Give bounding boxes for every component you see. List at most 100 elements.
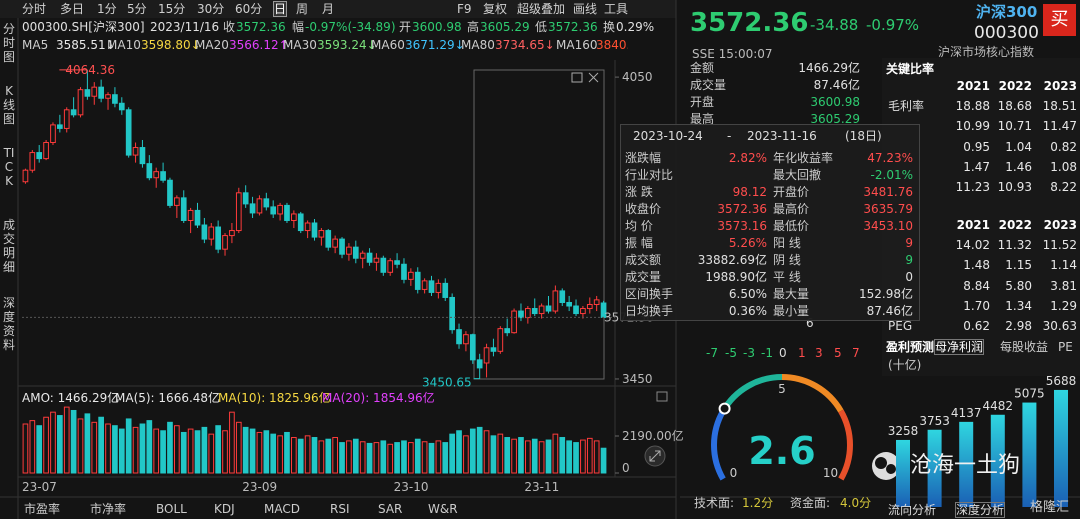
index-code: 000300 [974, 23, 1039, 43]
candle-body [525, 308, 531, 319]
tool-button[interactable]: 复权 [483, 2, 508, 16]
candle-body [125, 109, 132, 156]
gauge-arc [781, 374, 844, 413]
tool-button[interactable]: 画线 [573, 2, 598, 16]
indicator-tab[interactable]: KDJ [214, 502, 235, 516]
tool-button[interactable]: F9 [457, 2, 472, 16]
info-label: 幅 [292, 20, 305, 34]
candle-body [105, 94, 111, 99]
tech-label: 技术面: [694, 496, 735, 510]
box-icon[interactable] [571, 72, 583, 83]
candle-body [566, 301, 572, 307]
volume-header: MA(10): 1825.96亿 [218, 391, 331, 405]
range-label: 最低价 [773, 219, 810, 233]
period-tab[interactable]: 60分 [235, 2, 263, 16]
indicator-tab[interactable]: BOLL [156, 502, 187, 516]
volume-bar [421, 441, 428, 474]
range-end[interactable]: 2023-11-16 [747, 129, 817, 143]
side-tab[interactable]: 分时图 [2, 22, 15, 64]
volume-bar [50, 411, 56, 474]
analysis-tab[interactable]: 流向分析 [888, 503, 937, 517]
analysis-tab[interactable]: 深度分析 [954, 502, 1006, 518]
side-tab[interactable]: TICK [3, 146, 15, 188]
side-tab[interactable]: 成交明细 [2, 218, 15, 274]
candle-body [311, 222, 318, 238]
index-name: 沪深300 [976, 3, 1038, 21]
forecast-tab[interactable]: 盈利预测 [886, 340, 935, 354]
ratio-value: 1.14 [1050, 258, 1077, 273]
volume-bar [525, 440, 531, 474]
box-icon[interactable] [656, 391, 668, 402]
toolbar-bg [0, 0, 676, 18]
volume-bar [435, 440, 442, 474]
quote-value: 3600.98 [810, 95, 860, 109]
candle-body [497, 328, 504, 352]
side-tab[interactable]: K线图 [2, 84, 15, 126]
year-header: 2022 [998, 79, 1032, 93]
range-value: 9 [905, 236, 913, 250]
volume-bar [325, 438, 332, 474]
indicator-tab[interactable]: SAR [378, 502, 403, 516]
forecast-tab[interactable]: 母净利润 [933, 339, 985, 355]
candle-body [332, 238, 338, 248]
range-value: 3453.10 [863, 219, 913, 233]
indicator-tab[interactable]: RSI [330, 502, 350, 516]
volume-bar [332, 437, 338, 474]
range-start[interactable]: 2023-10-24 [633, 129, 703, 143]
forecast-label: 5688 [1046, 374, 1077, 388]
volume-bar [408, 442, 414, 474]
volume-bar [132, 426, 139, 474]
quote-time: SSE 15:00:07 [692, 47, 773, 61]
volume-bar [91, 421, 98, 474]
indicator-tab[interactable]: MACD [264, 502, 300, 516]
volume-bar [580, 439, 586, 474]
candle-body [36, 152, 43, 160]
candle-body [449, 296, 455, 331]
indicator-tab[interactable]: 市盈率 [24, 502, 61, 516]
candle-body [29, 152, 36, 171]
tool-button[interactable]: 超级叠加 [517, 2, 566, 16]
volume-bar [98, 416, 104, 474]
ratio-value: 1.46 [1005, 159, 1032, 174]
range-value: 0.36% [728, 304, 767, 318]
high-label: 4064.36 [65, 63, 115, 77]
side-tab[interactable]: 深度资料 [2, 296, 15, 352]
candle-body [153, 171, 160, 179]
period-tab[interactable]: 月 [322, 2, 335, 16]
range-days: (18日) [845, 129, 882, 143]
candle-body [277, 204, 283, 215]
volume-bar [490, 435, 497, 474]
range-value: 0 [905, 270, 913, 284]
gauge-tick-label: 10 [823, 466, 838, 480]
tool-button[interactable]: 工具 [604, 2, 629, 16]
forecast-tab[interactable]: PE [1058, 340, 1073, 354]
ratio-value: 3.81 [1050, 278, 1077, 293]
candle-body [77, 89, 84, 116]
period-tab[interactable]: 周 [296, 2, 309, 16]
period-tab[interactable]: 15分 [158, 2, 186, 16]
indicator-tab[interactable]: 市净率 [90, 502, 127, 516]
volume-bar [531, 438, 538, 474]
info-label: 低 [535, 20, 548, 34]
close-icon[interactable] [588, 72, 599, 83]
period-tab[interactable]: 多日 [60, 2, 85, 16]
period-tab[interactable]: 30分 [197, 2, 225, 16]
range-value: 47.23% [867, 151, 913, 165]
indicator-tab[interactable]: W&R [428, 502, 458, 516]
forecast-tab[interactable]: 每股收益 [1000, 340, 1049, 354]
ratio-value: 0.82 [1050, 139, 1077, 154]
range-value: 1988.90亿 [705, 270, 767, 284]
range-value: 152.98亿 [859, 287, 913, 301]
forecast-label: 4137 [951, 406, 982, 420]
period-tab[interactable]: 1分 [97, 2, 117, 16]
range-label: 涨 跌 [625, 185, 653, 199]
range-value: 33882.69亿 [697, 253, 767, 267]
period-tab[interactable]: 分时 [22, 2, 47, 16]
info-value: 3605.29 [480, 20, 530, 34]
period-tab[interactable]: 日 [272, 1, 288, 17]
buy-button[interactable]: 买 [1043, 4, 1076, 36]
volume-bar [373, 442, 380, 474]
period-tab[interactable]: 5分 [127, 2, 147, 16]
candle-body [91, 86, 98, 97]
